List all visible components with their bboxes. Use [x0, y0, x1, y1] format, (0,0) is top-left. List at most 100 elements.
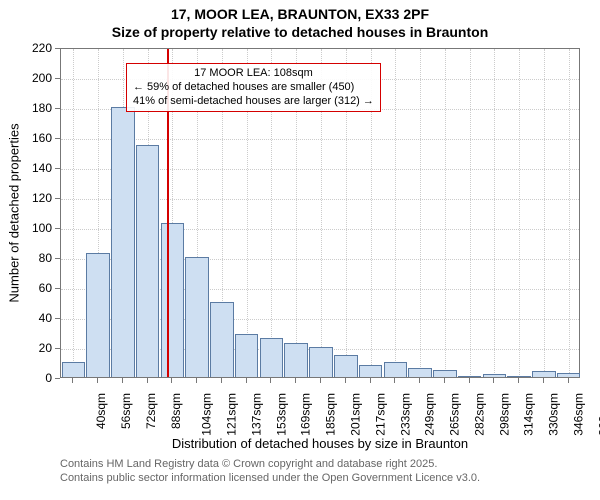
- x-tick-mark: [518, 378, 519, 383]
- y-tick-label: 40: [0, 311, 52, 325]
- x-tick-label: 185sqm: [324, 393, 338, 436]
- histogram-bar: [284, 343, 308, 378]
- x-tick-mark: [370, 378, 371, 383]
- footer-line-2: Contains public sector information licen…: [60, 472, 480, 484]
- x-tick-label: 314sqm: [522, 393, 536, 436]
- y-tick-label: 120: [0, 191, 52, 205]
- x-tick-label: 153sqm: [274, 393, 288, 436]
- histogram-bar: [458, 376, 482, 377]
- x-tick-mark: [543, 378, 544, 383]
- x-tick-mark: [221, 378, 222, 383]
- x-tick-mark: [97, 378, 98, 383]
- x-tick-label: 233sqm: [398, 393, 412, 436]
- x-tick-label: 298sqm: [497, 393, 511, 436]
- y-tick-label: 180: [0, 101, 52, 115]
- x-tick-mark: [320, 378, 321, 383]
- x-tick-label: 72sqm: [144, 393, 158, 429]
- y-tick-label: 220: [0, 41, 52, 55]
- y-tick-mark: [55, 258, 60, 259]
- x-tick-label: 217sqm: [373, 393, 387, 436]
- histogram-bar: [136, 145, 160, 378]
- y-tick-mark: [55, 318, 60, 319]
- y-tick-label: 160: [0, 131, 52, 145]
- x-tick-mark: [394, 378, 395, 383]
- x-tick-mark: [122, 378, 123, 383]
- chart-container: { "chart": { "type": "histogram", "title…: [0, 0, 600, 500]
- annotation-line-2: ← 59% of detached houses are smaller (45…: [133, 81, 374, 95]
- x-tick-mark: [444, 378, 445, 383]
- x-tick-label: 362sqm: [596, 393, 600, 436]
- x-axis-label: Distribution of detached houses by size …: [60, 436, 580, 451]
- x-tick-label: 169sqm: [299, 393, 313, 436]
- y-tick-mark: [55, 168, 60, 169]
- y-tick-label: 200: [0, 71, 52, 85]
- gridline-vertical: [470, 49, 471, 377]
- x-tick-mark: [419, 378, 420, 383]
- y-tick-mark: [55, 228, 60, 229]
- annotation-box: 17 MOOR LEA: 108sqm← 59% of detached hou…: [126, 63, 381, 112]
- plot-area: 17 MOOR LEA: 108sqm← 59% of detached hou…: [60, 48, 580, 378]
- histogram-bar: [161, 223, 185, 378]
- histogram-bar: [309, 347, 333, 377]
- y-tick-mark: [55, 378, 60, 379]
- gridline-vertical: [395, 49, 396, 377]
- x-tick-label: 346sqm: [572, 393, 586, 436]
- histogram-bar: [557, 373, 581, 378]
- x-tick-mark: [270, 378, 271, 383]
- histogram-bar: [433, 370, 457, 378]
- x-tick-label: 88sqm: [169, 393, 183, 429]
- y-tick-label: 60: [0, 281, 52, 295]
- histogram-bar: [384, 362, 408, 377]
- y-tick-mark: [55, 138, 60, 139]
- y-tick-mark: [55, 108, 60, 109]
- x-tick-mark: [147, 378, 148, 383]
- x-tick-label: 282sqm: [473, 393, 487, 436]
- histogram-bar: [185, 257, 209, 377]
- histogram-bar: [235, 334, 259, 378]
- histogram-bar: [260, 338, 284, 377]
- x-tick-label: 265sqm: [448, 393, 462, 436]
- x-tick-mark: [469, 378, 470, 383]
- histogram-bar: [532, 371, 556, 377]
- x-tick-mark: [493, 378, 494, 383]
- x-tick-mark: [345, 378, 346, 383]
- y-tick-mark: [55, 78, 60, 79]
- x-tick-label: 249sqm: [423, 393, 437, 436]
- x-tick-mark: [295, 378, 296, 383]
- gridline-vertical: [445, 49, 446, 377]
- gridline-vertical: [544, 49, 545, 377]
- histogram-bar: [334, 355, 358, 378]
- histogram-bar: [86, 253, 110, 378]
- x-tick-label: 56sqm: [119, 393, 133, 429]
- x-tick-mark: [72, 378, 73, 383]
- gridline-vertical: [73, 49, 74, 377]
- x-tick-mark: [196, 378, 197, 383]
- y-tick-label: 20: [0, 341, 52, 355]
- footer-line-1: Contains HM Land Registry data © Crown c…: [60, 458, 437, 470]
- x-tick-label: 330sqm: [547, 393, 561, 436]
- gridline-horizontal: [61, 139, 579, 140]
- x-tick-label: 121sqm: [225, 393, 239, 436]
- x-tick-label: 104sqm: [200, 393, 214, 436]
- x-tick-label: 40sqm: [94, 393, 108, 429]
- x-tick-label: 137sqm: [250, 393, 264, 436]
- gridline-vertical: [519, 49, 520, 377]
- histogram-bar: [483, 374, 507, 377]
- y-tick-label: 140: [0, 161, 52, 175]
- y-tick-mark: [55, 288, 60, 289]
- y-tick-label: 0: [0, 371, 52, 385]
- histogram-bar: [111, 107, 135, 377]
- histogram-bar: [507, 376, 531, 377]
- histogram-bar: [408, 368, 432, 377]
- x-tick-label: 201sqm: [349, 393, 363, 436]
- histogram-bar: [210, 302, 234, 377]
- y-tick-mark: [55, 198, 60, 199]
- y-tick-label: 100: [0, 221, 52, 235]
- x-tick-mark: [568, 378, 569, 383]
- histogram-bar: [359, 365, 383, 377]
- x-tick-mark: [246, 378, 247, 383]
- y-axis-label: Number of detached properties: [7, 123, 22, 302]
- y-tick-mark: [55, 348, 60, 349]
- chart-title-main: 17, MOOR LEA, BRAUNTON, EX33 2PF: [0, 6, 600, 22]
- annotation-line-1: 17 MOOR LEA: 108sqm: [133, 67, 374, 81]
